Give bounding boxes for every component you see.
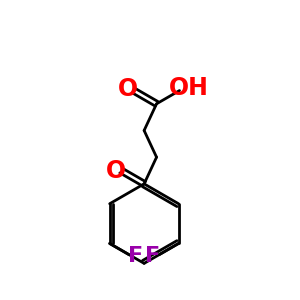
Text: O: O (106, 159, 126, 183)
Text: O: O (118, 77, 138, 101)
Text: OH: OH (168, 76, 208, 100)
Text: F: F (146, 246, 160, 266)
Text: F: F (128, 246, 143, 266)
